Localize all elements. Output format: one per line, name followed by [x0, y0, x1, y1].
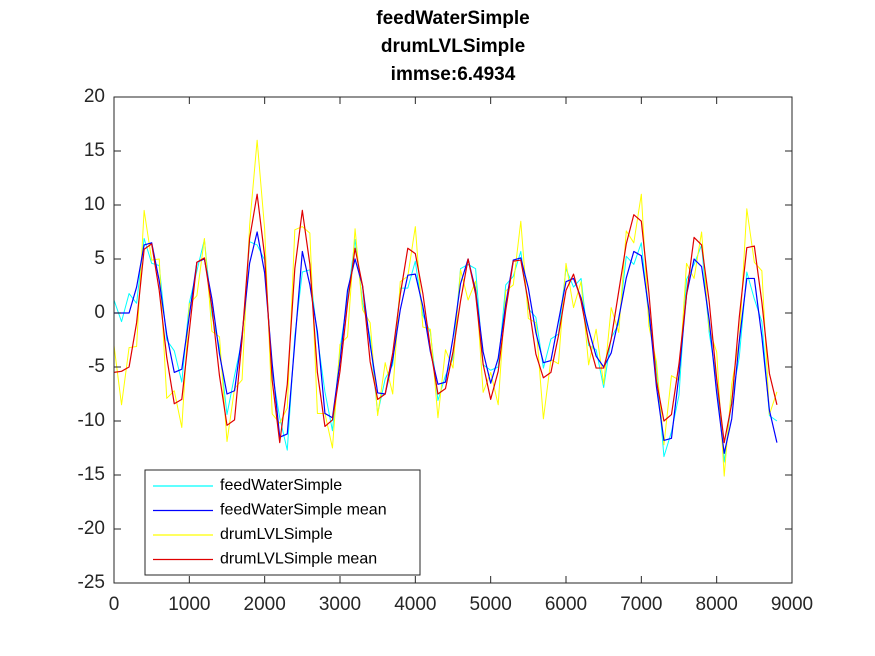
- x-tick-label: 3000: [319, 594, 361, 615]
- y-tick-label: 15: [84, 140, 105, 161]
- chart-title: immse:6.4934: [391, 64, 516, 85]
- axes-box: [113, 96, 793, 584]
- y-tick-label: 10: [84, 194, 105, 215]
- x-tick-label: 2000: [244, 594, 286, 615]
- y-tick-label: -25: [78, 572, 105, 593]
- legend-label: feedWaterSimple: [220, 477, 342, 494]
- x-tick-label: 0: [109, 594, 120, 615]
- x-tick-label: 1000: [168, 594, 210, 615]
- y-tick-label: 0: [94, 302, 105, 323]
- y-tick-label: 20: [84, 86, 105, 107]
- x-tick-label: 7000: [620, 594, 662, 615]
- series-line: [113, 237, 778, 463]
- y-tick-label: 5: [94, 248, 105, 269]
- x-tick-label: 4000: [394, 594, 436, 615]
- series-line: [114, 231, 778, 454]
- x-tick-label: 6000: [545, 594, 587, 615]
- x-tick-label: 9000: [771, 594, 813, 615]
- series-line: [113, 193, 778, 444]
- legend-label: drumLVLSimple mean: [220, 551, 377, 568]
- x-tick-label: 5000: [470, 594, 512, 615]
- legend-label: feedWaterSimple mean: [220, 502, 387, 519]
- x-tick-label: 8000: [696, 594, 738, 615]
- y-tick-label: -20: [78, 518, 105, 539]
- y-tick-label: -10: [78, 410, 105, 431]
- chart-title: feedWaterSimple: [376, 8, 529, 29]
- legend-box: [144, 469, 421, 576]
- y-tick-label: -5: [88, 356, 105, 377]
- chart-title: drumLVLSimple: [381, 36, 525, 57]
- legend-label: drumLVLSimple: [220, 526, 333, 543]
- y-tick-label: -15: [78, 464, 105, 485]
